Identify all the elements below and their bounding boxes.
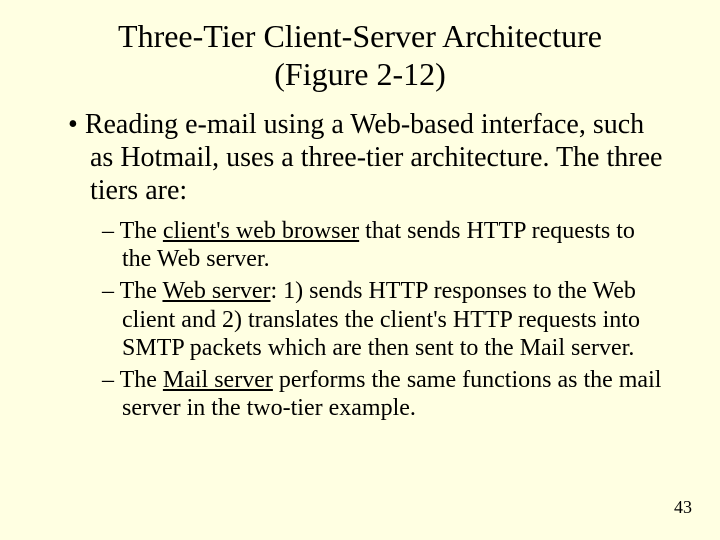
dash-icon: – xyxy=(102,367,120,393)
title-line-1: Three-Tier Client-Server Architecture xyxy=(118,18,602,54)
slide-title: Three-Tier Client-Server Architecture (F… xyxy=(50,18,670,94)
sub1-pre: The xyxy=(120,218,163,244)
sub2-pre: The xyxy=(120,278,163,304)
bullet-level2-item-3: – The Mail server performs the same func… xyxy=(50,366,670,423)
dash-icon: – xyxy=(102,218,120,244)
slide: Three-Tier Client-Server Architecture (F… xyxy=(0,0,720,540)
bullet-level2-item-2: – The Web server: 1) sends HTTP response… xyxy=(50,277,670,362)
sub2-underlined: Web server xyxy=(162,278,270,304)
bullet-text: Reading e-mail using a Web-based interfa… xyxy=(85,109,663,206)
sub3-pre: The xyxy=(120,367,163,393)
sub3-underlined: Mail server xyxy=(163,367,273,393)
page-number: 43 xyxy=(674,497,692,518)
bullet-level1: Reading e-mail using a Web-based interfa… xyxy=(50,108,670,207)
sub1-underlined: client's web browser xyxy=(163,218,359,244)
dash-icon: – xyxy=(102,278,120,304)
title-line-2: (Figure 2-12) xyxy=(274,56,446,92)
bullet-level2-item-1: – The client's web browser that sends HT… xyxy=(50,217,670,274)
